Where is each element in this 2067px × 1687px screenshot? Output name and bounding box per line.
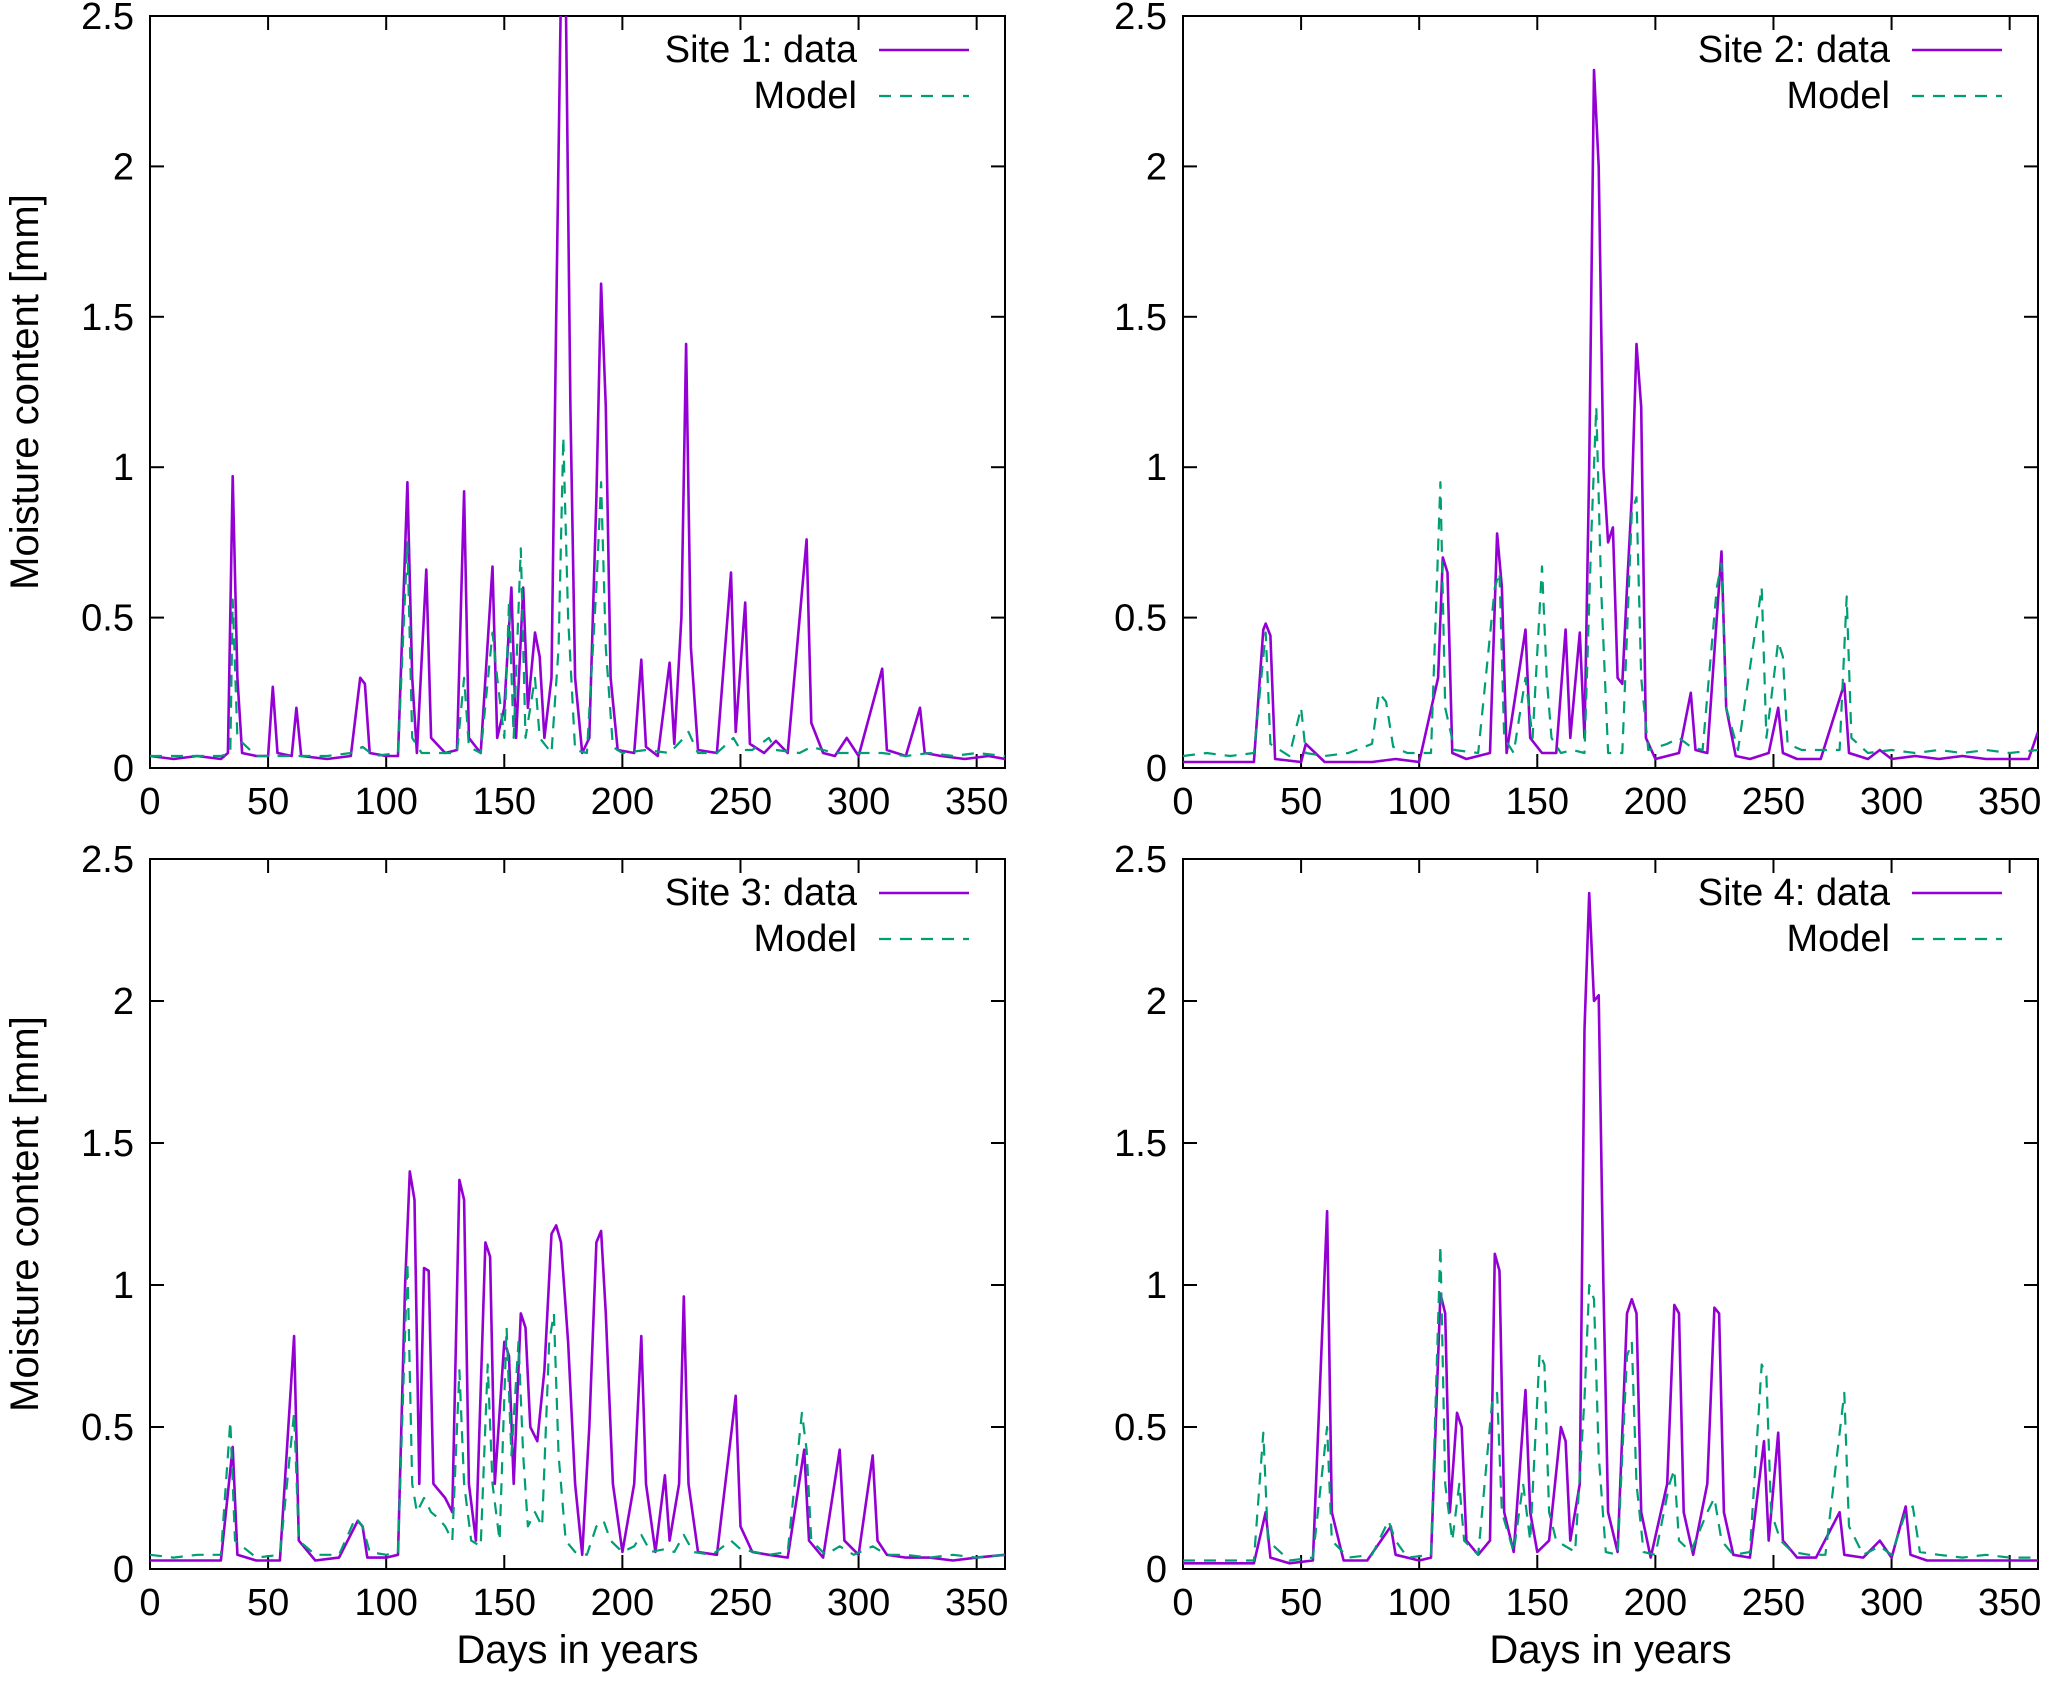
x-tick-label: 250 <box>1742 781 1805 823</box>
axes: 0 50 100 150 200 250 300 350 0 0.5 1 1.5 2 2.5 Days in… <box>1114 843 2041 1672</box>
chart-panel-site-2: 0 50 100 150 200 250 300 350 0 0.5 1 1.5 2 2.5 Site 2:… <box>1033 0 2067 843</box>
x-tick-label: 350 <box>1978 781 2041 823</box>
x-tick-label: 150 <box>473 781 536 823</box>
legend-label: Site 3: data <box>665 872 858 914</box>
y-tick-label: 1 <box>1146 1265 1167 1307</box>
legend-label: Model <box>754 75 858 117</box>
y-tick-label: 1 <box>113 1265 134 1307</box>
x-tick-label: 300 <box>1860 1582 1923 1624</box>
y-tick-label: 2 <box>113 981 134 1023</box>
x-tick-label: 350 <box>945 781 1008 823</box>
y-tick-label: 0 <box>1146 1549 1167 1591</box>
legend-label: Model <box>1787 918 1891 960</box>
x-tick-label: 50 <box>247 1582 289 1624</box>
y-axis-label: Moisture content [mm] <box>3 1016 47 1412</box>
x-tick-label: 250 <box>709 781 772 823</box>
x-tick-label: 200 <box>591 1582 654 1624</box>
y-tick-label: 1.5 <box>1114 297 1167 339</box>
legend-label: Model <box>1787 75 1891 117</box>
x-tick-label: 0 <box>139 1582 160 1624</box>
legend-label: Site 2: data <box>1698 29 1891 71</box>
x-tick-label: 300 <box>827 1582 890 1624</box>
y-tick-label: 1 <box>113 447 134 489</box>
y-tick-label: 2 <box>1146 981 1167 1023</box>
x-tick-label: 350 <box>945 1582 1008 1624</box>
x-tick-label: 0 <box>1172 781 1193 823</box>
x-tick-label: 200 <box>591 781 654 823</box>
y-tick-label: 0.5 <box>1114 1407 1167 1449</box>
y-tick-label: 1.5 <box>81 1123 134 1165</box>
x-tick-label: 100 <box>354 1582 417 1624</box>
site-1-plot: 0 50 100 150 200 250 300 350 0 0.5 1 1.5 2 2.5 Moistur… <box>3 0 1008 823</box>
x-axis-label: Days in years <box>456 1628 698 1672</box>
series-model <box>1183 1244 2038 1562</box>
x-tick-label: 300 <box>1860 781 1923 823</box>
y-tick-label: 1.5 <box>81 297 134 339</box>
y-tick-label: 0 <box>1146 748 1167 790</box>
y-tick-label: 2 <box>1146 146 1167 188</box>
series-data <box>1183 68 2038 764</box>
series-model <box>150 436 1005 758</box>
legend-label: Model <box>754 918 858 960</box>
y-tick-label: 2.5 <box>81 843 134 881</box>
series-data <box>150 16 1005 761</box>
x-axis-label: Days in years <box>1489 1628 1731 1672</box>
x-tick-label: 100 <box>1387 1582 1450 1624</box>
x-tick-label: 200 <box>1624 1582 1687 1624</box>
series-data <box>150 1170 1005 1562</box>
site-4-plot: 0 50 100 150 200 250 300 350 0 0.5 1 1.5 2 2.5 Days in… <box>1114 843 2041 1672</box>
y-tick-label: 0 <box>113 1549 134 1591</box>
y-tick-label: 2 <box>113 146 134 188</box>
x-tick-label: 350 <box>1978 1582 2041 1624</box>
axes: 0 50 100 150 200 250 300 350 0 0.5 1 1.5 2 2.5 Days in… <box>3 843 1008 1672</box>
x-tick-label: 0 <box>139 781 160 823</box>
y-tick-label: 1.5 <box>1114 1123 1167 1165</box>
site-3-plot: 0 50 100 150 200 250 300 350 0 0.5 1 1.5 2 2.5 Days in… <box>3 843 1008 1672</box>
x-tick-label: 50 <box>247 781 289 823</box>
y-tick-label: 0.5 <box>81 1407 134 1449</box>
x-tick-label: 250 <box>709 1582 772 1624</box>
x-tick-label: 150 <box>1506 781 1569 823</box>
x-tick-label: 200 <box>1624 781 1687 823</box>
x-tick-label: 50 <box>1280 1582 1322 1624</box>
x-tick-label: 0 <box>1172 1582 1193 1624</box>
x-tick-label: 50 <box>1280 781 1322 823</box>
y-tick-label: 0.5 <box>1114 598 1167 640</box>
axes: 0 50 100 150 200 250 300 350 0 0.5 1 1.5 2 2.5 Moistur… <box>3 0 1008 823</box>
legend-label: Site 4: data <box>1698 872 1891 914</box>
y-tick-label: 2.5 <box>1114 843 1167 881</box>
site-2-plot: 0 50 100 150 200 250 300 350 0 0.5 1 1.5 2 2.5 Site 2:… <box>1114 0 2041 823</box>
chart-panel-site-3: 0 50 100 150 200 250 300 350 0 0.5 1 1.5 2 2.5 Days in… <box>0 843 1033 1687</box>
series-model <box>150 1261 1005 1559</box>
series-data <box>1183 891 2038 1565</box>
axes: 0 50 100 150 200 250 300 350 0 0.5 1 1.5 2 2.5 <box>1114 0 2041 823</box>
y-axis-label: Moisture content [mm] <box>3 194 47 590</box>
x-tick-label: 300 <box>827 781 890 823</box>
y-tick-label: 1 <box>1146 447 1167 489</box>
x-tick-label: 150 <box>1506 1582 1569 1624</box>
x-tick-label: 100 <box>354 781 417 823</box>
legend-label: Site 1: data <box>665 29 858 71</box>
chart-panel-site-1: 0 50 100 150 200 250 300 350 0 0.5 1 1.5 2 2.5 Moistur… <box>0 0 1033 843</box>
x-tick-label: 250 <box>1742 1582 1805 1624</box>
y-tick-label: 2.5 <box>1114 0 1167 38</box>
x-tick-label: 150 <box>473 1582 536 1624</box>
y-tick-label: 2.5 <box>81 0 134 38</box>
x-tick-label: 100 <box>1387 781 1450 823</box>
series-model <box>1183 405 2038 758</box>
y-tick-label: 0.5 <box>81 598 134 640</box>
y-tick-label: 0 <box>113 748 134 790</box>
chart-panel-site-4: 0 50 100 150 200 250 300 350 0 0.5 1 1.5 2 2.5 Days in… <box>1033 843 2067 1687</box>
